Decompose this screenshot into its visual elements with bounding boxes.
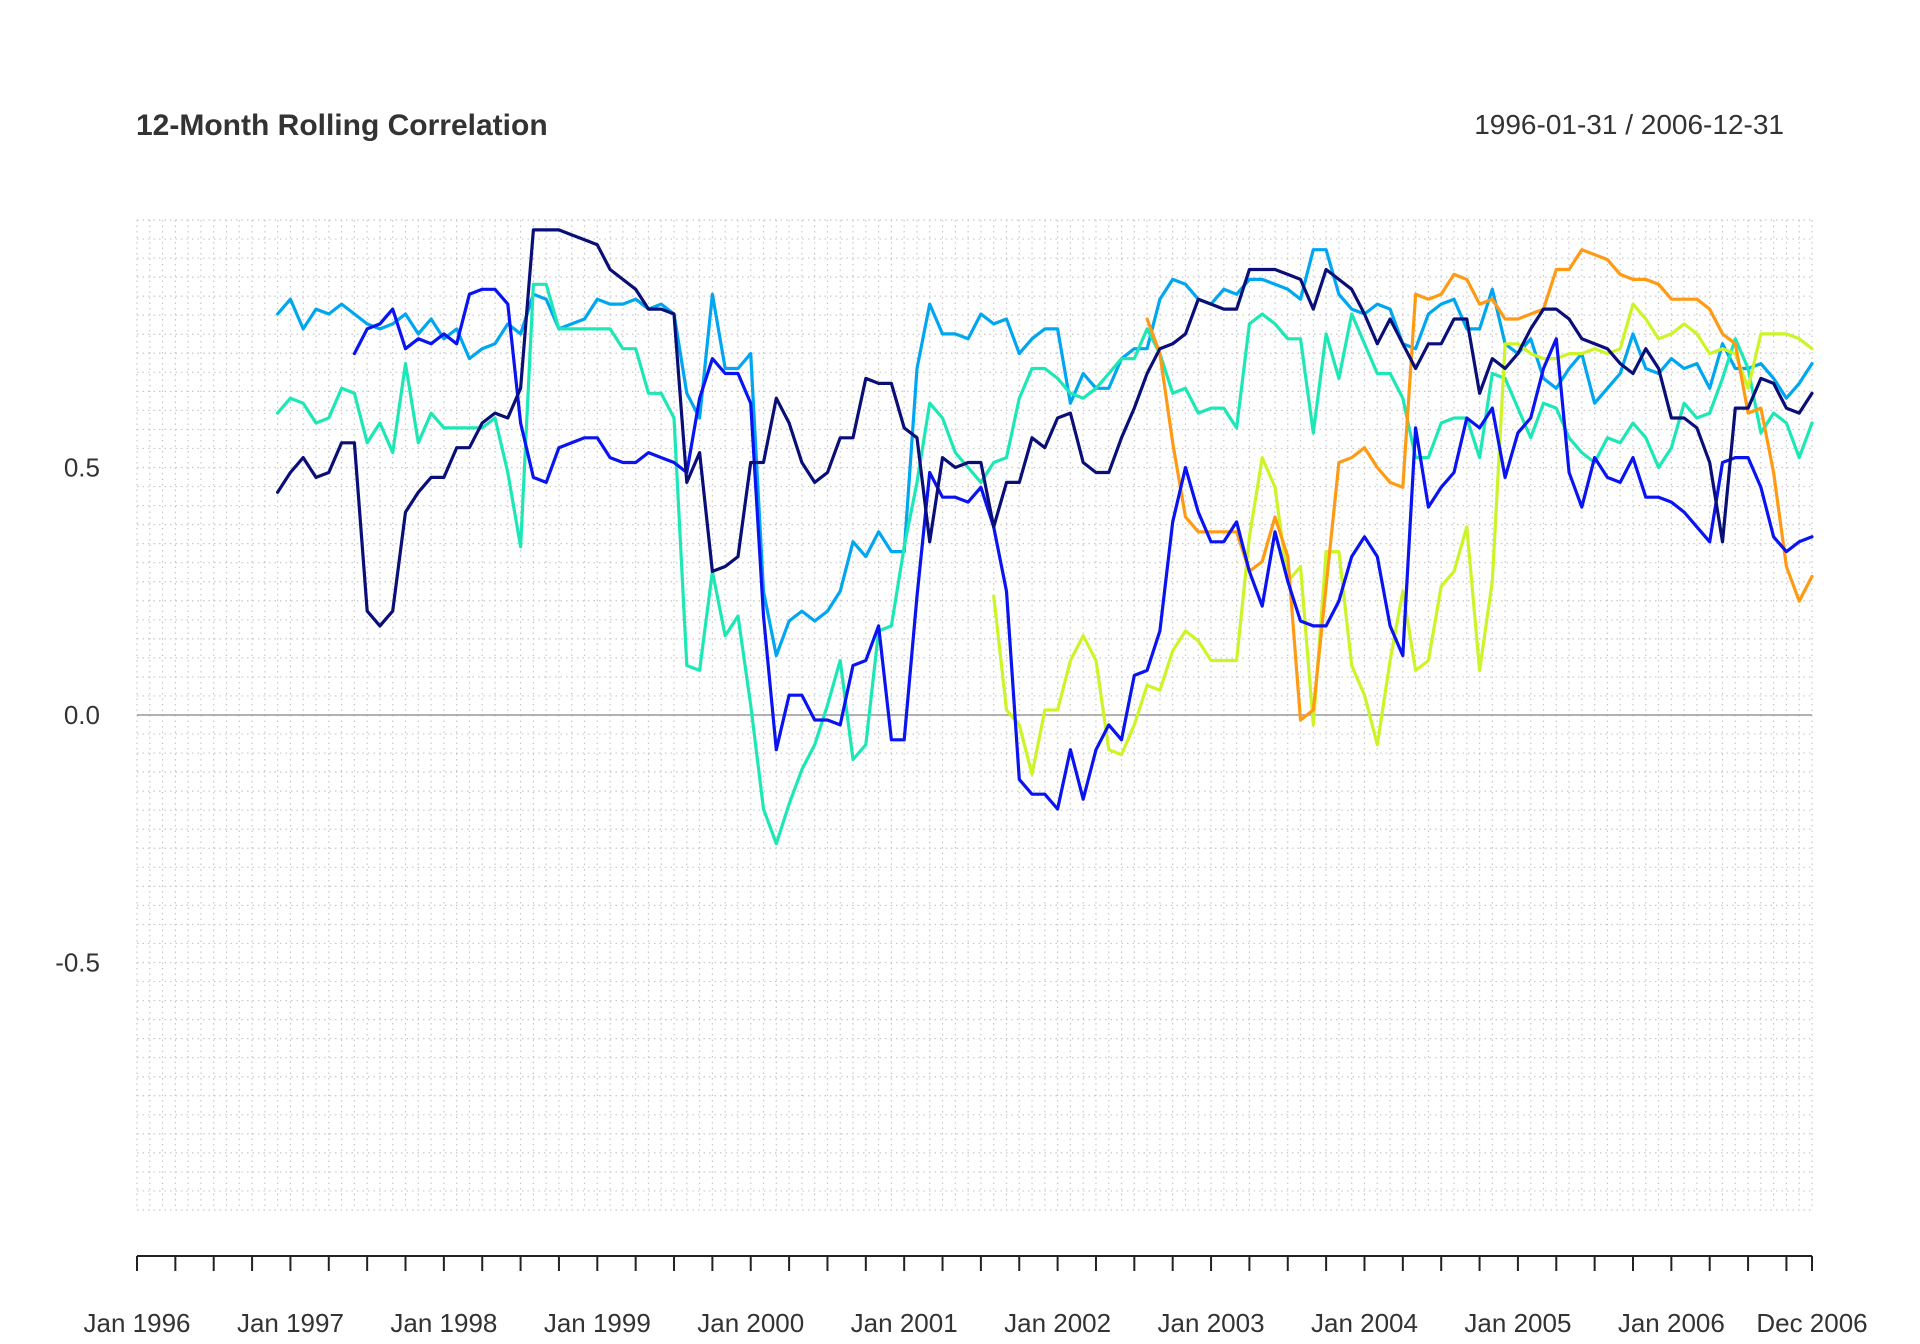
date-range-label: 1996-01-31 / 2006-12-31 <box>1474 109 1784 140</box>
x-tick-label: Dec 2006 <box>1756 1308 1867 1338</box>
x-tick-label: Jan 1998 <box>390 1308 497 1338</box>
chart-title: 12-Month Rolling Correlation <box>136 109 548 142</box>
x-tick-label: Jan 2005 <box>1464 1308 1571 1338</box>
x-axis: Jan 1996 Jan 1997 Jan 1998 Jan 1999 Jan 2000… <box>84 1255 1868 1338</box>
series-line-3 <box>992 302 1814 777</box>
x-tick-label: Jan 2001 <box>851 1308 958 1338</box>
x-tick-label: Jan 2006 <box>1618 1308 1725 1338</box>
y-tick-label: -0.5 <box>55 948 100 978</box>
x-tick-label: Jan 2002 <box>1004 1308 1111 1338</box>
y-tick-label: 0.5 <box>64 453 100 483</box>
y-axis: 0.5 0.0 -0.5 <box>55 453 100 978</box>
series-lines <box>276 228 1814 846</box>
x-tick-label: Jan 2000 <box>697 1308 804 1338</box>
series-line-2 <box>276 282 1814 846</box>
series-line-6 <box>276 228 1814 628</box>
series-line-4 <box>1145 248 1814 722</box>
series-line-5 <box>352 287 1814 811</box>
y-tick-label: 0.0 <box>64 700 100 730</box>
x-tick-label: Jan 2003 <box>1158 1308 1265 1338</box>
x-tick-label: Jan 2004 <box>1311 1308 1418 1338</box>
x-tick-label: Jan 1996 <box>84 1308 191 1338</box>
x-tick-label: Jan 1997 <box>237 1308 344 1338</box>
x-tick-label: Jan 1999 <box>544 1308 651 1338</box>
